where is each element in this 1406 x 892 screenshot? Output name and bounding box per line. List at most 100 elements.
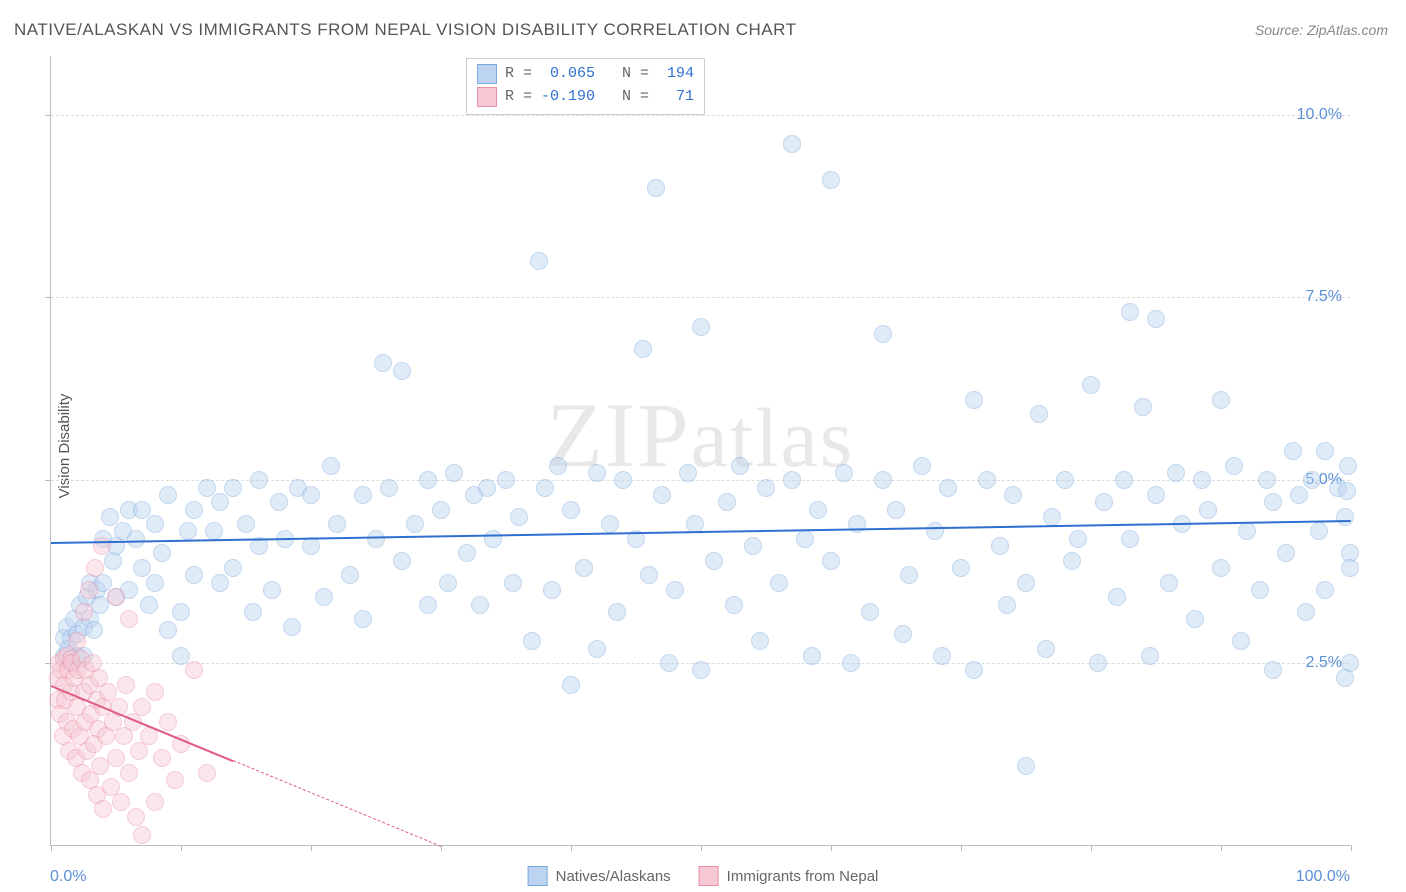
data-point [1238,522,1256,540]
data-point [1141,647,1159,665]
data-point [504,574,522,592]
data-point [1264,661,1282,679]
legend-stats-text: R = 0.065 N = 194 [505,63,694,86]
data-point [75,603,93,621]
data-point [783,135,801,153]
data-point [341,566,359,584]
data-point [224,559,242,577]
data-point [1186,610,1204,628]
data-point [478,479,496,497]
x-tick [961,845,962,851]
gridline [51,297,1350,298]
data-point [153,749,171,767]
data-point [978,471,996,489]
data-point [530,252,548,270]
data-point [439,574,457,592]
data-point [939,479,957,497]
data-point [660,654,678,672]
data-point [1277,544,1295,562]
data-point [1017,574,1035,592]
data-point [198,764,216,782]
data-point [874,325,892,343]
data-point [1310,522,1328,540]
data-point [302,486,320,504]
chart-title: NATIVE/ALASKAN VS IMMIGRANTS FROM NEPAL … [14,20,797,40]
x-axis-max-label: 100.0% [1296,868,1350,886]
data-point [1338,482,1356,500]
data-point [1336,669,1354,687]
data-point [1017,757,1035,775]
data-point [783,471,801,489]
data-point [270,493,288,511]
x-tick [831,845,832,851]
data-point [731,457,749,475]
data-point [608,603,626,621]
data-point [120,764,138,782]
data-point [283,618,301,636]
x-tick [1091,845,1092,851]
data-point [874,471,892,489]
data-point [159,713,177,731]
data-point [86,559,104,577]
data-point [1043,508,1061,526]
legend-label: Immigrants from Nepal [727,868,879,885]
data-point [1147,310,1165,328]
y-tick-label: 2.5% [1306,654,1342,672]
data-point [1108,588,1126,606]
source-prefix: Source: [1255,22,1307,38]
data-point [536,479,554,497]
data-point [1004,486,1022,504]
data-point [1297,603,1315,621]
data-point [179,522,197,540]
data-point [1115,471,1133,489]
y-tick [45,480,51,481]
data-point [718,493,736,511]
data-point [1232,632,1250,650]
data-point [85,621,103,639]
data-point [751,632,769,650]
data-point [445,464,463,482]
data-point [419,471,437,489]
y-tick-label: 7.5% [1306,288,1342,306]
data-point [432,501,450,519]
data-point [1167,464,1185,482]
data-point [1160,574,1178,592]
data-point [640,566,658,584]
data-point [1258,471,1276,489]
data-point [68,632,86,650]
data-point [322,457,340,475]
data-point [653,486,671,504]
data-point [354,486,372,504]
x-tick [1221,845,1222,851]
stats-legend: R = 0.065 N = 194R = -0.190 N = 71 [466,58,705,115]
source-attribution: Source: ZipAtlas.com [1255,22,1388,38]
data-point [744,537,762,555]
data-point [393,362,411,380]
x-axis-min-label: 0.0% [50,868,86,886]
bottom-legend-item: Immigrants from Nepal [699,866,879,886]
data-point [1030,405,1048,423]
data-point [185,501,203,519]
data-point [861,603,879,621]
data-point [1082,376,1100,394]
data-point [166,771,184,789]
data-point [406,515,424,533]
data-point [315,588,333,606]
data-point [117,676,135,694]
data-point [1089,654,1107,672]
data-point [913,457,931,475]
data-point [842,654,860,672]
data-point [796,530,814,548]
data-point [93,537,111,555]
data-point [94,800,112,818]
data-point [146,515,164,533]
data-point [1147,486,1165,504]
x-tick [311,845,312,851]
gridline [51,480,1350,481]
data-point [666,581,684,599]
x-tick [51,845,52,851]
source-link[interactable]: ZipAtlas.com [1307,22,1388,38]
data-point [1316,581,1334,599]
data-point [354,610,372,628]
data-point [692,318,710,336]
